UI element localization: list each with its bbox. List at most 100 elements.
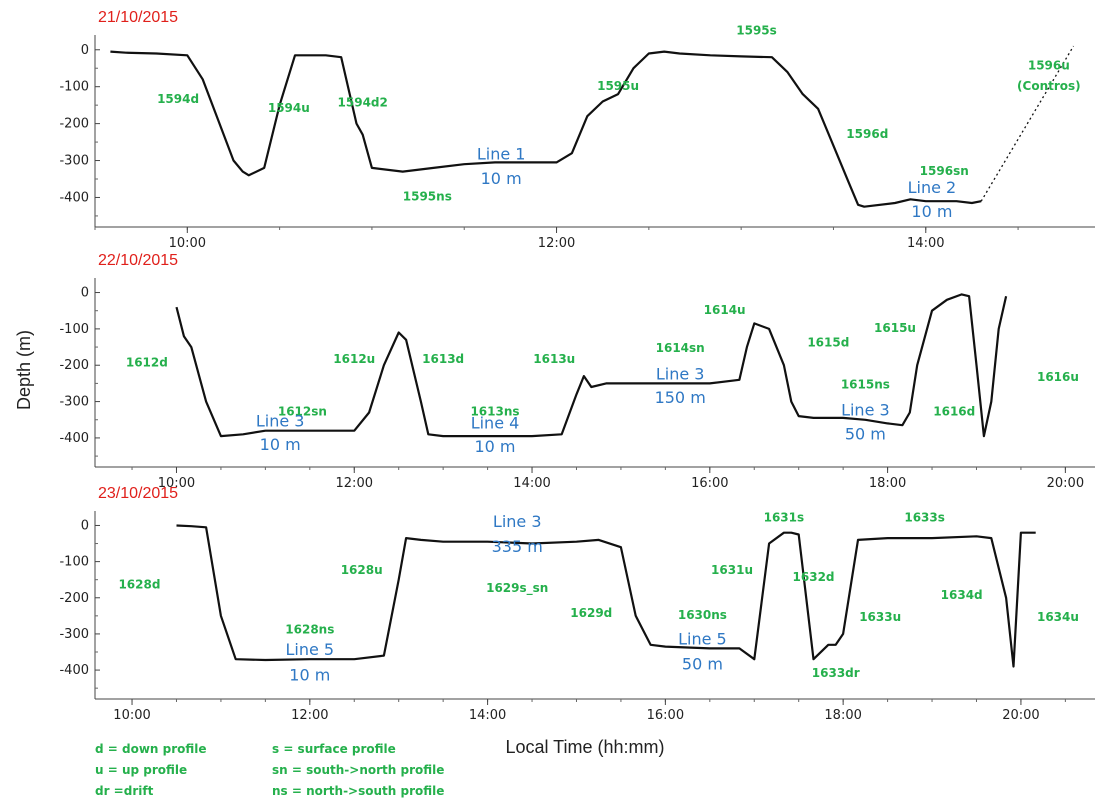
line-annotation: Line 3 <box>256 412 305 431</box>
profile-annotation: 1631s <box>764 510 805 524</box>
line-annotation: 10 m <box>481 169 522 188</box>
line-annotation: Line 4 <box>471 413 520 432</box>
line-annotation: 10 m <box>911 202 952 221</box>
y-tick-label: -300 <box>59 627 89 642</box>
line-annotation: Line 5 <box>678 629 727 648</box>
series-line <box>175 293 1008 438</box>
profile-annotation: 1615u <box>874 321 916 335</box>
panel-3: 0 -100 -200 -300 -400 10:00 12:00 14:00 16:00 18:… <box>59 485 1095 723</box>
profile-annotation: 1594u <box>268 101 310 115</box>
profile-annotation: 1633dr <box>812 666 860 680</box>
line-annotation: Line 5 <box>286 640 335 659</box>
profile-annotation: 1613u <box>533 352 575 366</box>
profile-annotation: 1615d <box>807 336 849 350</box>
profile-annotation: 1612sn <box>278 405 327 419</box>
legend-item: ns = north->south profile <box>272 784 444 798</box>
line-annotation: 10 m <box>474 437 515 456</box>
legend-item: d = down profile <box>95 742 207 756</box>
line-annotation: 10 m <box>289 666 330 685</box>
legend-item: sn = south->north profile <box>272 763 444 777</box>
series-line-dotted <box>980 45 1075 202</box>
profile-annotation: 1634u <box>1037 610 1079 624</box>
x-tick-label: 20:00 <box>1047 476 1084 491</box>
y-tick-label: -100 <box>59 555 89 570</box>
line-annotation: 50 m <box>682 655 723 674</box>
profile-annotation: 1613ns <box>470 405 519 419</box>
y-tick-label: 0 <box>81 43 89 58</box>
x-tick-label: 12:00 <box>291 708 328 723</box>
line-annotation: Line 2 <box>908 178 957 197</box>
panel-date: 22/10/2015 <box>98 252 178 269</box>
profile-annotation: 1629d <box>570 606 612 620</box>
x-tick-label: 14:00 <box>469 708 506 723</box>
profile-annotation: 1616d <box>933 405 975 419</box>
y-tick-label: -400 <box>59 431 89 446</box>
line-annotation: 335 m <box>492 537 543 556</box>
y-tick-label: -200 <box>59 591 89 606</box>
x-tick-label: 20:00 <box>1002 708 1039 723</box>
profile-annotation: 1634d <box>941 588 983 602</box>
profile-annotation: (Contros) <box>1017 79 1081 93</box>
profile-annotation: 1612u <box>333 352 375 366</box>
x-tick-label: 18:00 <box>869 476 906 491</box>
x-tick-label: 12:00 <box>336 476 373 491</box>
profile-annotation: 1595u <box>597 79 639 93</box>
panel-date: 21/10/2015 <box>98 9 178 26</box>
profile-annotation: 1612d <box>126 356 168 370</box>
profile-annotation: 1628u <box>341 563 383 577</box>
profile-annotation: 1596u <box>1028 59 1070 73</box>
y-tick-label: -300 <box>59 395 89 410</box>
profile-annotation: 1631u <box>711 563 753 577</box>
profile-annotation: 1596sn <box>920 164 969 178</box>
y-tick-label: 0 <box>81 518 89 533</box>
profile-annotation: 1633u <box>859 610 901 624</box>
x-tick-label: 14:00 <box>907 236 944 251</box>
y-tick-label: -200 <box>59 358 89 373</box>
line-annotation: Line 3 <box>493 512 542 531</box>
profile-annotation: 1615ns <box>841 377 890 391</box>
profile-annotation: 1632d <box>793 570 835 584</box>
line-annotation: Line 1 <box>477 144 526 163</box>
x-tick-label: 10:00 <box>113 708 150 723</box>
legend-item: s = surface profile <box>272 742 396 756</box>
series-line <box>110 50 982 208</box>
profile-annotation: 1628d <box>118 577 160 591</box>
profile-annotation: 1596d <box>846 127 888 141</box>
profile-annotation: 1595ns <box>403 190 452 204</box>
x-tick-label: 18:00 <box>824 708 861 723</box>
y-tick-label: -300 <box>59 154 89 169</box>
profile-annotation: 1616u <box>1037 370 1079 384</box>
y-tick-label: -200 <box>59 117 89 132</box>
profile-annotation: 1628ns <box>285 623 334 637</box>
panel-1: 0 -100 -200 -300 -400 10:00 12:00 14:00 21/10/20… <box>59 9 1095 251</box>
series-line <box>176 524 1036 668</box>
profile-annotation: 1633s <box>904 510 945 524</box>
y-tick-label: -100 <box>59 80 89 95</box>
profile-annotation: 1614u <box>704 303 746 317</box>
legend-item: dr =drift <box>95 784 154 798</box>
line-annotation: Line 3 <box>656 364 705 383</box>
y-tick-label: -400 <box>59 663 89 678</box>
profile-annotation: 1629s_sn <box>486 581 548 596</box>
profile-annotation: 1594d <box>157 92 199 106</box>
y-axis-label: Depth (m) <box>14 330 34 410</box>
profile-annotation: 1614sn <box>656 341 705 355</box>
x-tick-label: 16:00 <box>647 708 684 723</box>
profile-annotation: 1594d2 <box>338 95 388 109</box>
line-annotation: 50 m <box>845 424 886 443</box>
x-axis-label: Local Time (hh:mm) <box>505 737 664 757</box>
line-annotation: 150 m <box>655 388 706 407</box>
x-tick-label: 10:00 <box>169 236 206 251</box>
y-tick-label: 0 <box>81 286 89 301</box>
x-tick-label: 10:00 <box>158 476 195 491</box>
profile-annotation: 1613d <box>422 352 464 366</box>
x-tick-label: 16:00 <box>691 476 728 491</box>
profile-annotation: 1630ns <box>678 608 727 622</box>
x-tick-label: 14:00 <box>513 476 550 491</box>
profile-annotation: 1595s <box>736 23 777 37</box>
y-tick-label: -400 <box>59 190 89 205</box>
legend-item: u = up profile <box>95 763 187 777</box>
x-tick-label: 12:00 <box>538 236 575 251</box>
panel-date: 23/10/2015 <box>98 485 178 502</box>
